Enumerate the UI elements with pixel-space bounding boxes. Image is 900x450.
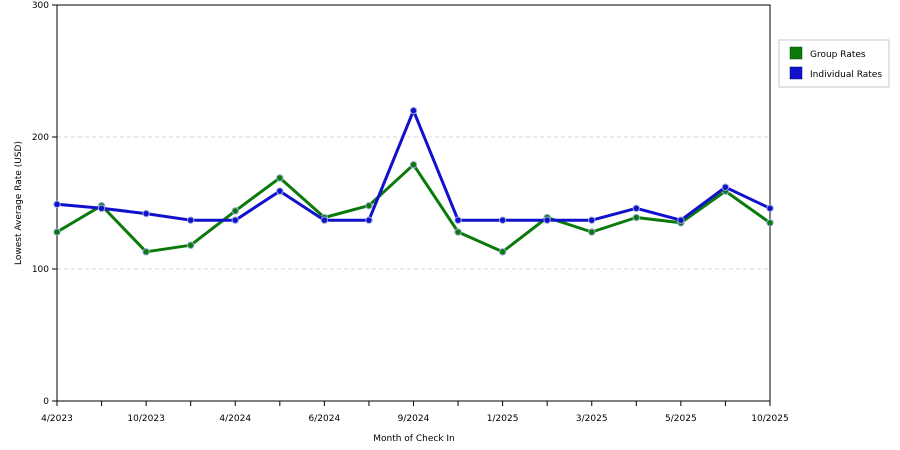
y-tick-label: 100 [32,265,49,275]
data-point-individual-rates [186,216,195,224]
data-point-individual-rates [677,216,685,224]
data-point-individual-rates [231,216,239,224]
x-tick-label: 4/2023 [41,414,73,424]
y-tick-label: 300 [32,1,49,11]
y-tick-label: 0 [43,397,49,407]
data-point-individual-rates [276,187,284,195]
legend-label-individual-rates: Individual Rates [810,70,882,80]
data-point-group-rates [498,248,507,256]
x-tick-label: 9/2024 [398,414,430,424]
data-point-individual-rates [543,216,551,224]
y-tick-label: 200 [32,133,49,143]
data-point-group-rates [276,174,284,182]
data-point-group-rates [588,228,596,236]
plot-frame [56,4,771,402]
x-tick-label: 1/2025 [487,414,519,424]
data-point-individual-rates [766,204,774,212]
tick-labels: 0 100 200 300 4/2023 10/2023 4/2024 6/2024 9/202… [32,1,789,424]
data-point-individual-rates [320,216,329,224]
data-point-group-rates [365,201,373,210]
legend-swatch-group-rates [789,46,803,60]
x-tick-label: 3/2025 [576,414,608,424]
data-point-individual-rates [498,216,507,224]
data-point-group-rates [454,228,462,236]
legend-swatch-individual-rates [789,66,803,80]
data-point-individual-rates [365,216,373,224]
data-point-group-rates [766,219,774,227]
data-point-individual-rates [409,106,418,115]
legend: Group Rates Individual Rates [778,39,890,88]
data-point-individual-rates [588,216,596,224]
data-point-individual-rates [97,204,106,212]
data-point-group-rates [53,228,61,236]
data-point-group-rates [186,241,195,249]
data-point-group-rates [409,161,418,169]
data-point-group-rates [632,213,641,222]
axes [52,4,771,406]
x-axis-title: Month of Check In [373,434,455,444]
data-point-individual-rates [632,204,641,212]
data-point-group-rates [231,207,239,215]
y-axis-title: Lowest Average Rate (USD) [14,141,24,265]
data-point-individual-rates [454,216,462,224]
x-tick-label: 10/2025 [751,414,788,424]
data-point-individual-rates [721,183,730,191]
series-line-group-rates [56,163,771,254]
data-point-individual-rates [53,200,61,209]
legend-label-group-rates: Group Rates [810,50,866,60]
x-tick-label: 6/2024 [309,414,341,424]
data-point-group-rates [142,248,150,256]
data-point-individual-rates [142,209,150,218]
x-tick-label: 5/2025 [665,414,697,424]
x-tick-label: 4/2024 [219,414,251,424]
series-group [53,106,774,256]
x-tick-label: 10/2023 [127,414,164,424]
